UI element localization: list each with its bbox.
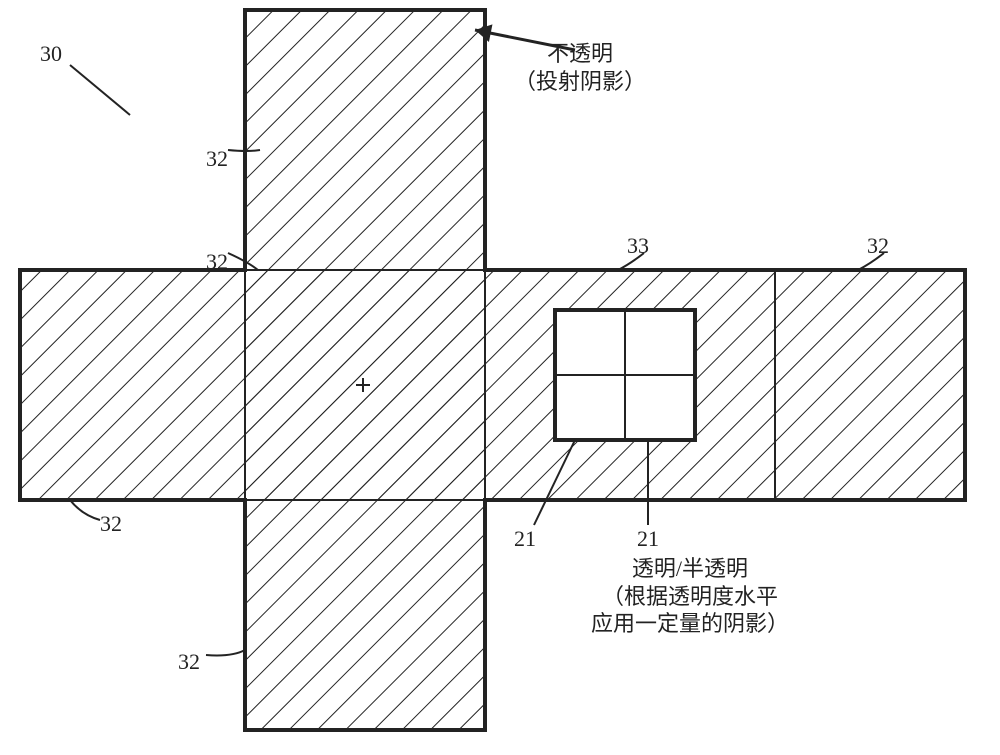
label-transparent: 透明/半透明 （根据透明度水平 应用一定量的阴影）: [591, 555, 789, 638]
label-box32_right: 32: [867, 232, 889, 260]
label-box32_botC: 32: [178, 648, 200, 676]
diagram-svg: [0, 0, 1000, 755]
label-box32_top: 32: [206, 145, 228, 173]
hatched-regions: [20, 10, 965, 730]
label-win21_left: 21: [514, 525, 536, 553]
label-box32_botL: 32: [100, 510, 122, 538]
label-box33: 33: [627, 232, 649, 260]
label-box32_midL: 32: [206, 248, 228, 276]
label-opaque: 不透明 （投射阴影）: [514, 40, 646, 95]
diagram-canvas: 30 32 32 32 32 33 32 21 21 不透明 （投射阴影） 透明/半透明 （根据透明…: [0, 0, 1000, 755]
label-figureId: 30: [40, 40, 62, 68]
label-win21_right: 21: [637, 525, 659, 553]
